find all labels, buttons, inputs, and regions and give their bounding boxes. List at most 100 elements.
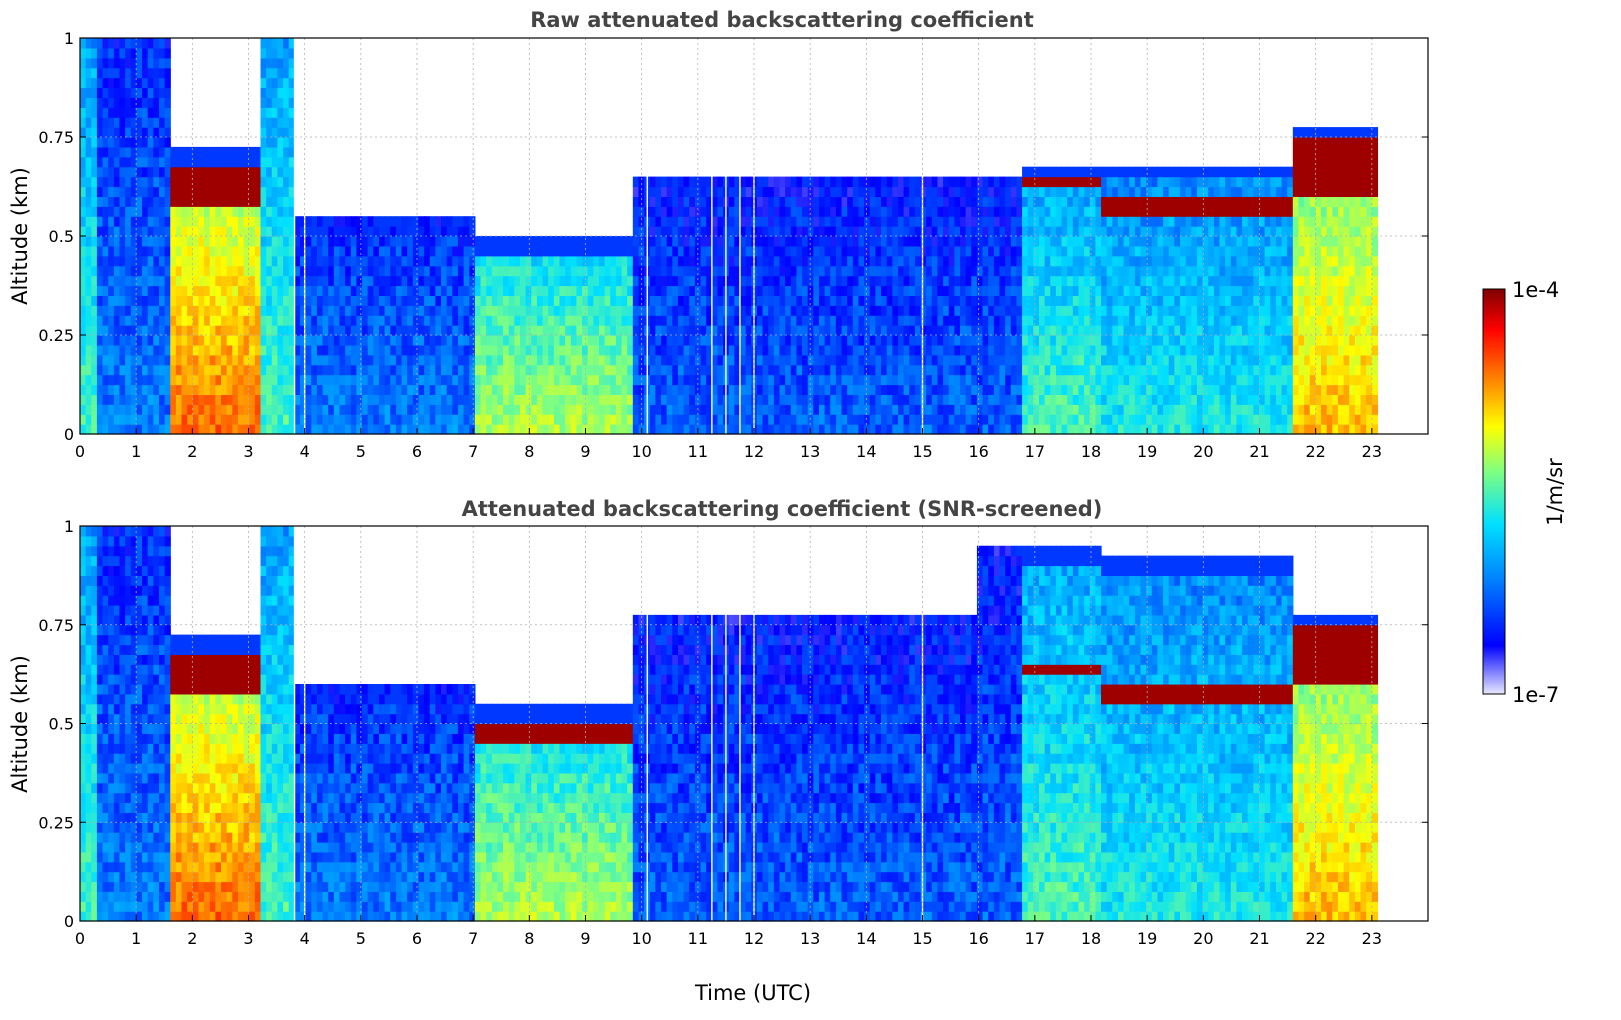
heatmap-cell [1084,176,1091,188]
heatmap-cell [1101,236,1108,247]
heatmap-cell [943,354,950,366]
heatmap-cell [356,374,363,386]
heatmap-cell [914,335,922,346]
heatmap-cell [283,226,290,237]
heatmap-cell [993,404,1001,415]
heatmap-column [909,176,916,435]
heatmap-cell [858,206,865,217]
heatmap-cell [497,384,504,395]
heatmap-cell [181,354,188,366]
heatmap-cell [1022,255,1029,267]
heatmap-cell [892,236,899,247]
heatmap-cell [802,305,809,316]
heatmap-cell [593,325,600,336]
heatmap-cell [350,315,358,326]
heatmap-cell [305,275,312,287]
heatmap-cell [931,236,939,247]
heatmap-cell [954,344,961,356]
heatmap-cell [130,67,138,79]
heatmap-cell [869,414,876,425]
heatmap-cell [1067,176,1074,188]
heatmap-cell [198,166,205,178]
heatmap-cell [1067,305,1074,316]
heatmap-cell [91,67,98,79]
heatmap-cell [745,265,752,277]
heatmap-cell [1022,335,1029,346]
heatmap-cell [136,295,143,306]
heatmap-cell [1089,384,1096,395]
heatmap-cell [830,344,837,356]
heatmap-cell [864,206,871,217]
heatmap-column [520,236,527,435]
heatmap-cell [424,354,431,366]
heatmap-cell [80,305,87,316]
heatmap-cell [587,325,594,336]
heatmap-cell [869,285,876,296]
heatmap-cell [435,335,442,346]
heatmap-cell [993,255,1001,267]
heatmap-cell [542,335,549,346]
heatmap-cell [897,255,905,267]
heatmap-cell [536,354,544,366]
heatmap-cell [412,384,420,395]
heatmap-cell [294,344,301,356]
heatmap-cell [142,166,149,178]
heatmap-cell [649,255,656,267]
heatmap-cell [717,245,724,257]
heatmap-cell [785,255,792,267]
heatmap-cell [740,424,747,435]
heatmap-column [593,236,600,435]
heatmap-column [424,216,431,435]
heatmap-cell [486,424,493,435]
heatmap-cell [474,335,482,346]
heatmap-cell [147,57,154,69]
heatmap-cell [469,245,476,257]
heatmap-cell [508,236,515,247]
heatmap-cell [881,315,888,326]
heatmap-cell [350,335,358,346]
heatmap-cell [971,265,978,277]
heatmap-cell [130,364,138,376]
heatmap-cell [328,344,335,356]
heatmap-cell [881,275,888,287]
heatmap-cell [1078,265,1085,277]
heatmap-cell [85,384,92,395]
heatmap-cell [960,226,967,237]
heatmap-cell [830,414,837,425]
heatmap-cell [136,57,143,69]
heatmap-cell [1084,226,1091,237]
heatmap-cell [424,424,431,435]
heatmap-cell [480,404,487,415]
heatmap-column [632,176,640,435]
heatmap-cell [649,245,656,257]
heatmap-cell [209,364,216,376]
heatmap-cell [1061,394,1068,405]
heatmap-cell [1106,394,1113,405]
heatmap-cell [266,67,273,79]
heatmap-cell [192,354,200,366]
heatmap-cell [881,384,888,395]
heatmap-cell [243,414,250,425]
heatmap-cell [937,404,944,415]
heatmap-cell [452,216,459,227]
heatmap-cell [350,364,358,376]
heatmap-cell [215,394,222,405]
heatmap-cell [446,364,453,376]
heatmap-cell [407,285,414,296]
heatmap-cell [125,137,132,148]
heatmap-cell [294,384,301,395]
heatmap-cell [136,255,143,267]
heatmap-cell [869,226,876,237]
heatmap-cell [373,295,380,306]
heatmap-cell [271,206,279,217]
heatmap-cell [80,374,87,386]
heatmap-cell [108,384,115,395]
heatmap-cell [113,57,121,69]
heatmap-cell [469,394,476,405]
heatmap-cell [390,255,397,267]
heatmap-cell [305,245,312,257]
heatmap-cell [711,325,719,336]
heatmap-cell [615,424,623,435]
heatmap-cell [91,295,98,306]
heatmap-cell [931,255,939,267]
